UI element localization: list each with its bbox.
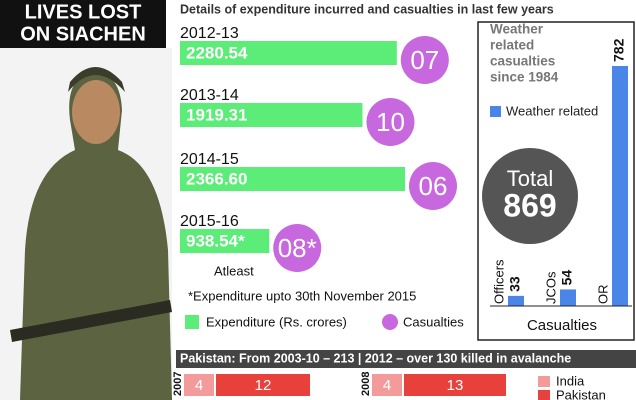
year-label: 2012-13 — [180, 25, 239, 42]
legend-swatch — [185, 315, 199, 329]
casualty-circle — [400, 36, 449, 84]
column — [612, 66, 628, 306]
main-title: ON SIACHEN — [20, 23, 146, 45]
segment-label: 4 — [383, 377, 391, 394]
expenditure-label: 2280.54 — [186, 43, 248, 62]
legend-label: Casualties — [403, 314, 464, 329]
chart-title: related — [490, 38, 534, 53]
column — [508, 295, 524, 306]
annotation: Atleast — [214, 263, 254, 278]
footnote: *Expenditure upto 30th November 2015 — [188, 288, 416, 303]
casualty-label: 08* — [278, 233, 317, 263]
legend-label: Pakistan — [556, 387, 606, 400]
soldier-photo — [0, 48, 172, 400]
value-label: 33 — [507, 276, 523, 292]
value-label: 54 — [559, 270, 575, 286]
legend-label: Weather related — [506, 103, 598, 118]
expenditure-bar — [180, 41, 397, 65]
expenditure-bar — [180, 229, 270, 253]
year-label: 2015-16 — [180, 213, 239, 230]
casualty-circle — [409, 162, 457, 210]
casualty-label: 10 — [376, 107, 405, 137]
category-label: OR — [595, 285, 610, 305]
expenditure-label: 938.54* — [186, 231, 245, 250]
legend-swatch — [538, 390, 550, 400]
column — [560, 289, 576, 306]
expenditure-label: 2366.60 — [186, 169, 247, 188]
casualties-panel — [477, 21, 635, 341]
casualty-circle — [273, 224, 322, 272]
casualty-label: 06 — [419, 171, 448, 201]
expenditure-label: 1919.31 — [186, 105, 247, 124]
segment-label: 12 — [255, 377, 272, 394]
chart-title: Details of expenditure incurred and casu… — [180, 2, 554, 16]
expenditure-bar — [180, 167, 405, 191]
legend-swatch — [490, 106, 501, 117]
x-axis-title: Casualties — [527, 317, 597, 334]
title-band — [176, 350, 636, 368]
chart-title: Pakistan: From 2003-10 – 213 | 2012 – ov… — [180, 351, 571, 365]
year-label: 2013-14 — [180, 87, 239, 104]
stacked-segment — [184, 374, 214, 396]
total-label: Total — [507, 166, 553, 191]
category-label: JCOs — [543, 271, 558, 304]
expenditure-bar — [180, 103, 363, 127]
legend-label: Expenditure (Rs. crores) — [206, 314, 347, 329]
casualty-label: 07 — [410, 45, 439, 75]
year-label: 2007 — [172, 372, 184, 396]
legend-swatch — [382, 314, 398, 330]
main-title: LIVES LOST — [25, 1, 142, 23]
chart-title: Weather — [490, 22, 544, 37]
segment-label: 13 — [447, 377, 464, 394]
segment-label: 4 — [195, 377, 203, 394]
value-label: 782 — [611, 38, 627, 62]
stacked-segment — [372, 374, 402, 396]
year-label: 2008 — [360, 372, 372, 396]
year-label: 2014-15 — [180, 151, 239, 168]
chart-title: since 1984 — [490, 70, 559, 85]
stacked-segment — [404, 374, 506, 396]
total-value: 869 — [503, 187, 556, 223]
chart-title: casualties — [490, 54, 555, 69]
legend-swatch — [538, 376, 550, 387]
category-label: Officers — [491, 259, 506, 304]
stacked-segment — [216, 374, 310, 396]
total-circle — [482, 148, 578, 244]
casualty-circle — [366, 98, 415, 146]
legend-label: India — [556, 373, 585, 388]
title-box — [0, 0, 166, 48]
